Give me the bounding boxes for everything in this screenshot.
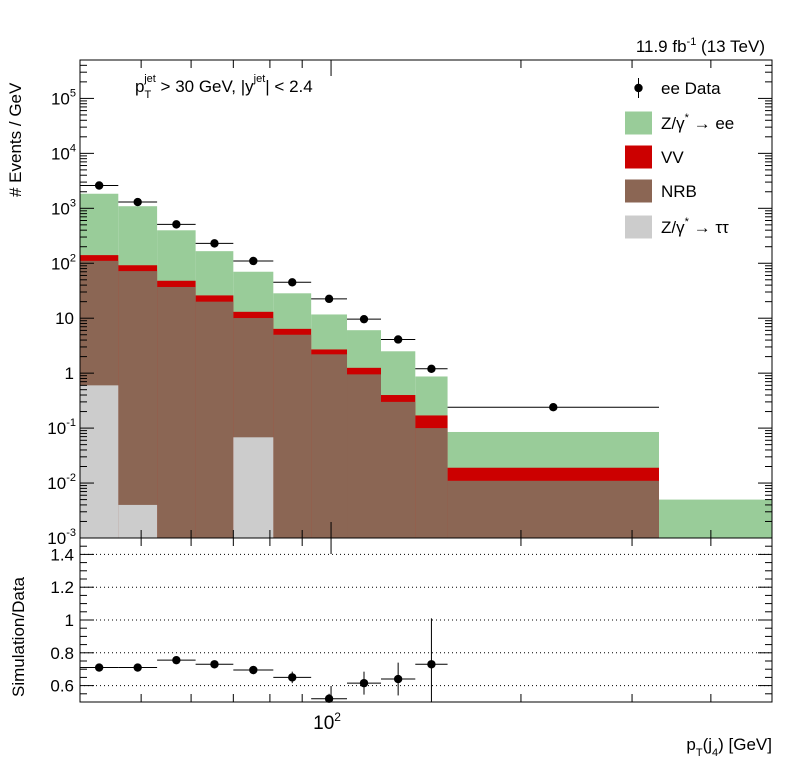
- legend-entry-ztt: Z/γ* → ττ: [625, 215, 729, 239]
- main-plot: 10-3 10-2 10-1 1 10 102 103 104 105: [47, 59, 773, 548]
- data-point: [210, 239, 219, 248]
- main-x-axis: [79, 60, 773, 538]
- bar-nrb-1: [118, 271, 158, 538]
- legend-label: ee Data: [661, 79, 721, 98]
- legend-entry-vv: VV: [625, 145, 684, 169]
- cut-text: pTjet > 30 GeV, |yjet| < 2.4: [135, 73, 313, 101]
- ratio-y-axis: 0.6 0.8 1 1.2 1.4: [50, 537, 772, 703]
- data-point: [172, 220, 181, 229]
- bar-z--1: [118, 504, 158, 538]
- legend-label: VV: [661, 148, 684, 167]
- ratio-plot: 0.6 0.8 1 1.2 1.4 102: [50, 537, 773, 734]
- ratio-point: [172, 655, 181, 665]
- ratio-point: [359, 678, 369, 688]
- ratio-point: [249, 665, 258, 675]
- bar-z--4: [233, 437, 274, 538]
- ratio-y-tick-label: 0.8: [50, 644, 74, 663]
- bar-z--0: [80, 385, 119, 538]
- bar-nrb-6: [311, 354, 348, 538]
- ratio-y-tick-label: 1.2: [50, 578, 74, 597]
- legend-swatch: [625, 111, 652, 135]
- legend-label: Z/γ* → ττ: [661, 216, 729, 237]
- ratio-y-tick-label: 0.6: [50, 677, 74, 696]
- ratio-grid: [80, 553, 772, 687]
- data-points: [80, 181, 659, 412]
- x-tick-label: 102: [313, 710, 341, 734]
- legend: ee Data Z/γ* → ee VV NRB Z/γ* → ττ: [625, 78, 734, 239]
- ratio-point: [393, 674, 403, 684]
- y-tick-label: 105: [51, 87, 76, 108]
- y-tick-label: 10-2: [47, 472, 76, 493]
- ratio-x-axis: 102: [79, 538, 773, 734]
- bar-nrb-3: [195, 301, 234, 538]
- y-tick-label: 10-1: [47, 417, 76, 438]
- ratio-y-tick-label: 1: [65, 611, 74, 630]
- y-tick-label: 10-3: [47, 527, 76, 548]
- data-point: [133, 197, 142, 207]
- bar-nrb-8: [380, 401, 416, 538]
- bar-nrb-10: [447, 480, 659, 538]
- ratio-point: [210, 660, 219, 669]
- y-tick-label: 104: [51, 142, 76, 163]
- lumi-label: 11.9 fb-1 (13 TeV): [636, 36, 765, 56]
- bar-nrb-9: [415, 428, 448, 538]
- y-tick-label: 103: [51, 197, 76, 218]
- y-tick-label: 1: [65, 364, 74, 383]
- ratio-point: [133, 663, 142, 672]
- main-y-axis-label: # Events / GeV: [6, 82, 25, 197]
- data-point: [324, 294, 334, 304]
- data-point: [94, 181, 104, 190]
- legend-swatch: [625, 215, 652, 239]
- legend-label: NRB: [661, 182, 697, 201]
- ratio-point: [288, 673, 297, 682]
- bar-nrb-2: [157, 286, 196, 538]
- data-point: [549, 403, 558, 412]
- legend-entry-nrb: NRB: [625, 179, 697, 203]
- x-axis-label: pT(j4) [GeV]: [686, 735, 772, 759]
- main-y-axis: 10-3 10-2 10-1 1 10 102 103 104 105: [47, 59, 772, 548]
- legend-label: Z/γ* → ee: [661, 112, 734, 133]
- ratio-y-tick-label: 1.4: [50, 545, 74, 564]
- legend-swatch: [625, 179, 652, 203]
- data-point: [393, 335, 403, 344]
- ratio-y-axis-label: Simulation/Data: [9, 576, 28, 697]
- ratio-points: [80, 618, 448, 703]
- ratio-point: [94, 663, 104, 672]
- bar-nrb-5: [273, 334, 312, 538]
- y-tick-label: 102: [51, 252, 76, 273]
- data-point: [359, 314, 369, 324]
- data-point: [288, 278, 297, 287]
- ratio-point: [427, 660, 436, 669]
- legend-entry-data: ee Data: [634, 78, 721, 98]
- y-tick-label: 10: [55, 309, 74, 328]
- legend-swatch: [625, 145, 652, 169]
- legend-entry-zee: Z/γ* → ee: [625, 111, 734, 135]
- bar-nrb-7: [347, 374, 381, 538]
- bar-z-ee-11: [658, 499, 772, 538]
- stacked-histogram: [80, 193, 772, 539]
- data-point: [427, 364, 436, 374]
- data-point: [249, 256, 258, 266]
